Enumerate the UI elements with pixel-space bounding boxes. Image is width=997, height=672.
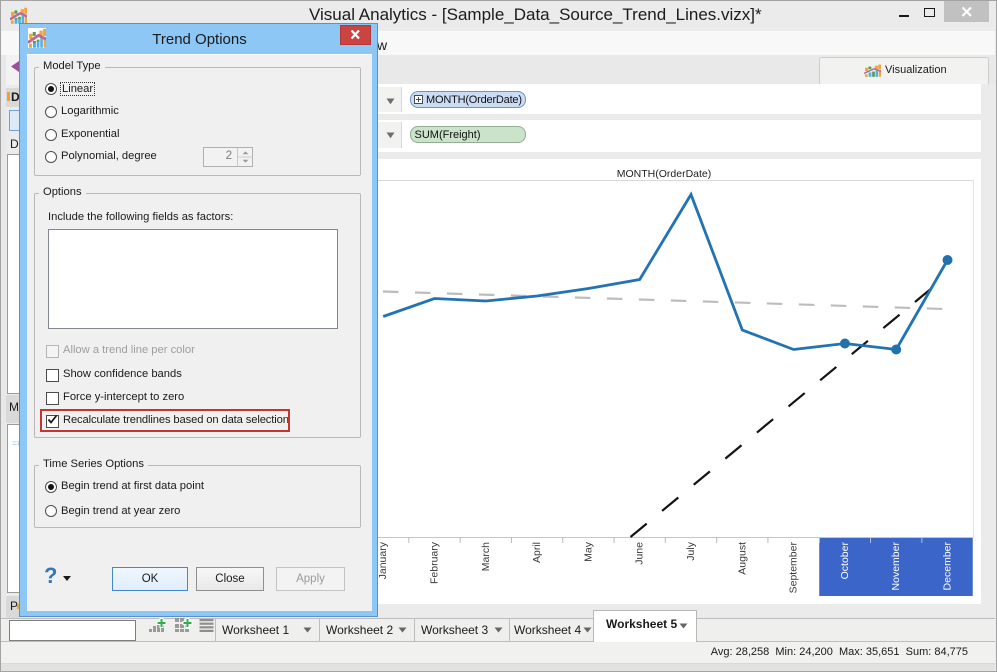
svg-text:MONTH(OrderDate): MONTH(OrderDate)	[617, 168, 712, 180]
svg-text:June: June	[634, 542, 646, 565]
svg-text:November: November	[890, 541, 902, 590]
svg-text:July: July	[685, 541, 697, 560]
svg-text:January: January	[377, 541, 389, 579]
svg-text:May: May	[582, 541, 594, 562]
svg-text:March: March	[480, 542, 492, 571]
svg-text:December: December	[942, 541, 954, 590]
svg-text:April: April	[531, 542, 543, 563]
svg-text:August: August	[736, 542, 748, 575]
svg-text:February: February	[429, 541, 441, 584]
svg-text:September: September	[788, 542, 800, 594]
svg-text:October: October	[839, 542, 851, 580]
